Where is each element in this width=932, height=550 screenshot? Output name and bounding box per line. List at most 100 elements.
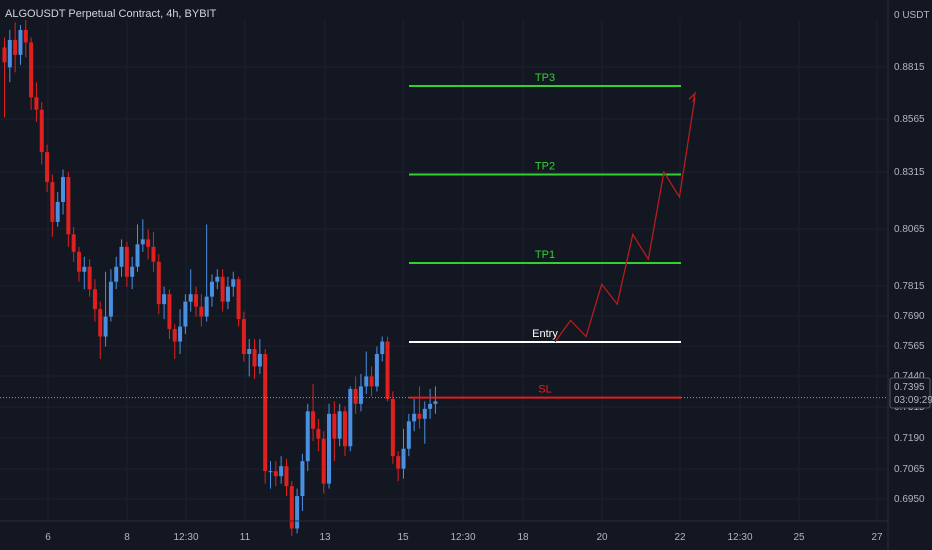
- candle: [204, 224, 209, 322]
- candle: [172, 324, 177, 359]
- level-tp3-label: TP3: [535, 72, 555, 84]
- price-tick-label: 0.7565: [894, 341, 925, 352]
- candle-body: [194, 294, 199, 307]
- axes: [0, 0, 889, 550]
- candle: [7, 29, 12, 83]
- candle: [374, 346, 379, 392]
- candle-body: [316, 428, 321, 439]
- candle: [417, 386, 422, 429]
- candle: [76, 246, 81, 282]
- candle-body: [108, 281, 113, 317]
- candle: [130, 256, 135, 290]
- time-tick-label: 12:30: [450, 532, 475, 543]
- chart-title: ALGOUSDT Perpetual Contract, 4h, BYBIT: [5, 8, 217, 20]
- level-tp2-label: TP2: [535, 161, 555, 173]
- candle: [199, 294, 204, 327]
- candle-body: [401, 448, 406, 469]
- candle-body: [380, 341, 385, 354]
- candle-body: [124, 246, 129, 277]
- candle-body: [396, 456, 401, 469]
- candle-body: [236, 279, 241, 320]
- candle: [108, 269, 113, 322]
- candle: [114, 256, 119, 290]
- candle-body: [87, 266, 92, 290]
- candle: [194, 286, 199, 317]
- candle-body: [390, 398, 395, 457]
- candle: [358, 373, 363, 412]
- candle: [225, 276, 230, 310]
- candle-body: [130, 266, 135, 277]
- candle-body: [422, 408, 427, 419]
- candle-body: [295, 496, 300, 529]
- candle: [236, 276, 241, 327]
- candle-body: [215, 276, 220, 282]
- candle: [428, 388, 433, 419]
- candle-body: [348, 388, 353, 447]
- candle: [327, 403, 332, 489]
- candle: [311, 383, 316, 442]
- candle: [273, 461, 278, 487]
- candle: [34, 82, 39, 123]
- candle-body: [98, 309, 103, 337]
- candle: [215, 269, 220, 290]
- candle: [364, 351, 369, 394]
- candle-body: [103, 316, 108, 337]
- candle-body: [178, 326, 183, 342]
- candle: [422, 401, 427, 444]
- bar-countdown: 03:09:29: [894, 395, 932, 406]
- candle-body: [231, 279, 236, 287]
- projection-path: [554, 91, 697, 343]
- candle-body: [220, 276, 225, 302]
- candle: [279, 456, 284, 484]
- candle-body: [327, 413, 332, 484]
- candle: [82, 256, 87, 290]
- candle: [332, 401, 337, 462]
- candle-body: [167, 294, 172, 330]
- candle-body: [284, 466, 289, 487]
- candle: [140, 219, 145, 252]
- candle: [316, 418, 321, 452]
- candle: [92, 279, 97, 322]
- candle-body: [428, 403, 433, 409]
- candle-body: [199, 306, 204, 317]
- candle-body: [71, 234, 76, 252]
- projection-arrowhead: [688, 91, 697, 103]
- time-tick-label: 27: [871, 532, 883, 543]
- candle: [167, 289, 172, 340]
- candle-body: [188, 294, 193, 302]
- candle: [135, 224, 140, 272]
- candle-body: [50, 182, 55, 222]
- candle-body: [273, 471, 278, 477]
- candle: [2, 37, 7, 118]
- candle: [263, 349, 268, 484]
- candles: [2, 20, 438, 536]
- candle-body: [374, 354, 379, 387]
- candle: [406, 413, 411, 457]
- candle: [50, 174, 55, 237]
- candle: [433, 386, 438, 414]
- candle: [412, 398, 417, 432]
- candle: [257, 339, 262, 374]
- time-tick-label: 15: [397, 532, 409, 543]
- candle-body: [406, 421, 411, 449]
- candle-body: [45, 152, 50, 183]
- candle-body: [156, 261, 161, 305]
- time-tick-label: 12:30: [173, 532, 198, 543]
- candle-body: [2, 47, 7, 63]
- candle-body: [204, 296, 209, 317]
- candle-body: [412, 413, 417, 422]
- candle: [252, 339, 257, 379]
- price-tick-label: 0.8065: [894, 224, 925, 235]
- candle: [268, 461, 273, 489]
- candle-body: [369, 376, 374, 387]
- candle-body: [146, 239, 151, 247]
- price-scale: 0.8815 0.8565 0.8315 0.8065 0.7815 0.7690 0.75…: [894, 62, 925, 505]
- candle: [71, 226, 76, 262]
- price-tick-label: 0.7690: [894, 311, 925, 322]
- candle: [39, 102, 44, 165]
- price-tick-label: 0.7065: [894, 464, 925, 475]
- candle-body: [385, 341, 390, 399]
- currency-label[interactable]: 0 USDT: [894, 10, 930, 21]
- candle: [385, 336, 390, 402]
